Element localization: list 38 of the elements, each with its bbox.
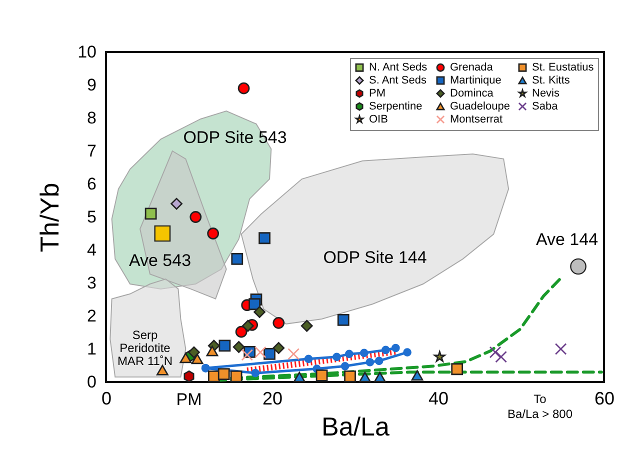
annotation: Ave 543: [128, 251, 192, 270]
y-tick-label: 9: [87, 76, 96, 94]
y-tick-label: 7: [87, 142, 96, 160]
x-tick-label: 20: [262, 388, 283, 408]
legend-label: N. Ant Seds: [369, 62, 428, 74]
y-tick-label: 8: [87, 108, 96, 128]
legend-label: Martinique: [450, 74, 502, 86]
legend-label: S. Ant Seds: [369, 74, 427, 86]
y-tick-label: 1: [87, 340, 96, 358]
legend-label: Guadeloupe: [450, 100, 510, 112]
legend-label: St. Kitts: [532, 74, 570, 86]
legend-label: PM: [369, 88, 386, 100]
y-tick-label: 5: [87, 208, 96, 226]
legend-label: Serpentine: [369, 100, 422, 112]
annotation: PM: [176, 390, 202, 409]
y-tick-label: 4: [87, 240, 96, 260]
annotation: Ave 144: [536, 230, 598, 249]
legend-label: Dominca: [450, 88, 494, 100]
legend-label: Montserrat: [450, 114, 503, 126]
y-tick-label: 0: [87, 372, 96, 392]
legend-label: Saba: [532, 100, 559, 112]
x-tick-label: 40: [428, 388, 449, 408]
y-tick-label: 2: [87, 306, 96, 326]
y-tick-label: 10: [78, 42, 96, 62]
legend-label: OIB: [369, 114, 388, 126]
annotation: Serp Peridotite MAR 11˚N: [117, 328, 173, 368]
y-tick-label: 3: [87, 274, 96, 292]
annotation: ODP Site 144: [323, 248, 427, 267]
legend-label: St. Eustatius: [532, 62, 594, 74]
legend-label: Nevis: [532, 88, 560, 100]
y-axis-title: Th/Yb: [34, 182, 65, 252]
annotation: ODP Site 543: [183, 128, 287, 147]
y-tick-label: 6: [87, 174, 96, 194]
x-axis-title: Ba/La: [322, 412, 390, 442]
x-tick-label: 0: [101, 388, 112, 408]
x-tick-label: 60: [594, 388, 615, 408]
legend-label: Grenada: [450, 62, 494, 74]
text: To Ba/La > 800: [507, 392, 573, 421]
